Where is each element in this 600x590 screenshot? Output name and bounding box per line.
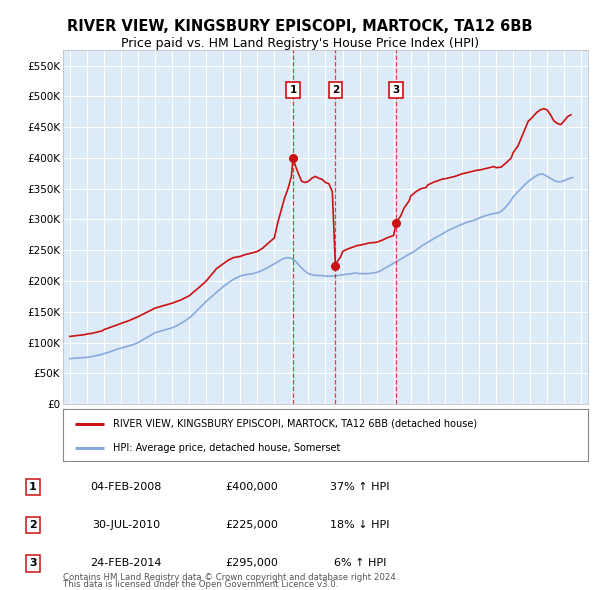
Text: 18% ↓ HPI: 18% ↓ HPI xyxy=(330,520,390,530)
Text: This data is licensed under the Open Government Licence v3.0.: This data is licensed under the Open Gov… xyxy=(63,580,338,589)
Text: 1: 1 xyxy=(29,482,37,491)
Text: Price paid vs. HM Land Registry's House Price Index (HPI): Price paid vs. HM Land Registry's House … xyxy=(121,37,479,50)
Text: HPI: Average price, detached house, Somerset: HPI: Average price, detached house, Some… xyxy=(113,443,340,453)
Text: Contains HM Land Registry data © Crown copyright and database right 2024.: Contains HM Land Registry data © Crown c… xyxy=(63,573,398,582)
Text: 04-FEB-2008: 04-FEB-2008 xyxy=(91,482,161,491)
Text: 1: 1 xyxy=(289,85,296,95)
Text: RIVER VIEW, KINGSBURY EPISCOPI, MARTOCK, TA12 6BB: RIVER VIEW, KINGSBURY EPISCOPI, MARTOCK,… xyxy=(67,19,533,34)
Text: 3: 3 xyxy=(392,85,400,95)
Text: 6% ↑ HPI: 6% ↑ HPI xyxy=(334,559,386,568)
Text: £295,000: £295,000 xyxy=(226,559,278,568)
Text: 2: 2 xyxy=(332,85,339,95)
Text: 2: 2 xyxy=(29,520,37,530)
Text: 3: 3 xyxy=(29,559,37,568)
Text: 37% ↑ HPI: 37% ↑ HPI xyxy=(330,482,390,491)
Text: RIVER VIEW, KINGSBURY EPISCOPI, MARTOCK, TA12 6BB (detached house): RIVER VIEW, KINGSBURY EPISCOPI, MARTOCK,… xyxy=(113,419,477,429)
Text: £400,000: £400,000 xyxy=(226,482,278,491)
Text: 24-FEB-2014: 24-FEB-2014 xyxy=(90,559,162,568)
Text: £225,000: £225,000 xyxy=(226,520,278,530)
Text: 30-JUL-2010: 30-JUL-2010 xyxy=(92,520,160,530)
